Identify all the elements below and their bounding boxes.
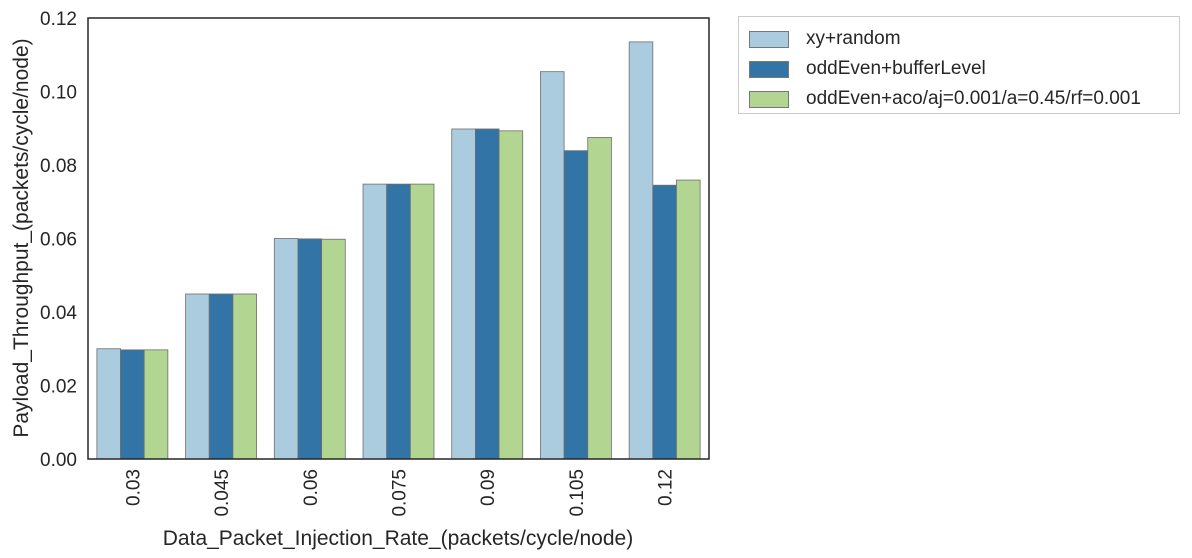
x-tick-labels: 0.03 0.045 0.06 0.075 0.09 0.105 0.12 (123, 469, 676, 517)
legend-swatch (749, 90, 789, 108)
legend-label: oddEven+aco/aj=0.001/a=0.45/rf=0.001 (806, 88, 1141, 109)
y-tick-labels: 0.00 0.02 0.04 0.06 0.08 0.10 0.12 (40, 9, 77, 471)
y-axis-label: Payload_Throughput_(packets/cycle/node) (10, 38, 33, 437)
bar (628, 41, 654, 460)
y-tick-label: 0.06 (40, 230, 77, 251)
legend: xy+random oddEven+bufferLevel oddEven+ac… (738, 16, 1180, 114)
y-tick-label: 0.04 (40, 303, 77, 324)
bars-group (96, 41, 701, 460)
legend-item-xy-random: xy+random (749, 27, 901, 51)
bar (362, 183, 388, 460)
bar (474, 128, 500, 460)
bar (297, 238, 323, 460)
x-tick-label: 0.105 (567, 469, 588, 517)
bar (273, 238, 299, 460)
bar (96, 348, 121, 460)
bar (587, 137, 612, 460)
y-tick-label: 0.08 (40, 156, 77, 177)
bar (143, 349, 169, 460)
bar (451, 128, 476, 460)
bar (185, 293, 210, 460)
y-tick-label: 0.02 (40, 377, 77, 398)
x-tick-label: 0.075 (390, 469, 411, 517)
bar (652, 184, 677, 460)
bar (409, 183, 435, 460)
legend-swatch (749, 60, 789, 78)
bar (321, 238, 346, 460)
bar (386, 183, 411, 460)
bar (208, 293, 234, 460)
x-tick-label: 0.045 (212, 469, 233, 517)
bar (232, 293, 257, 460)
x-tick-label: 0.03 (123, 469, 144, 506)
y-tick-label: 0.00 (40, 450, 77, 471)
legend-swatch (749, 30, 789, 48)
x-tick-label: 0.06 (301, 469, 322, 506)
legend-item-oddeven-aco: oddEven+aco/aj=0.001/a=0.45/rf=0.001 (749, 87, 1141, 111)
legend-item-oddeven-bufferlevel: oddEven+bufferLevel (749, 57, 986, 81)
bar (120, 349, 145, 460)
plot-frame (87, 17, 710, 460)
x-tick-label: 0.09 (478, 469, 499, 506)
x-axis-label: Data_Packet_Injection_Rate_(packets/cycl… (163, 527, 633, 550)
bar (540, 71, 565, 460)
bar (563, 150, 589, 460)
bar (498, 130, 524, 460)
legend-label: xy+random (806, 28, 901, 49)
y-tick-label: 0.12 (40, 9, 77, 30)
bar (676, 179, 701, 460)
legend-label: oddEven+bufferLevel (806, 58, 986, 79)
y-tick-label: 0.10 (40, 83, 77, 104)
x-tick-label: 0.12 (656, 469, 677, 506)
